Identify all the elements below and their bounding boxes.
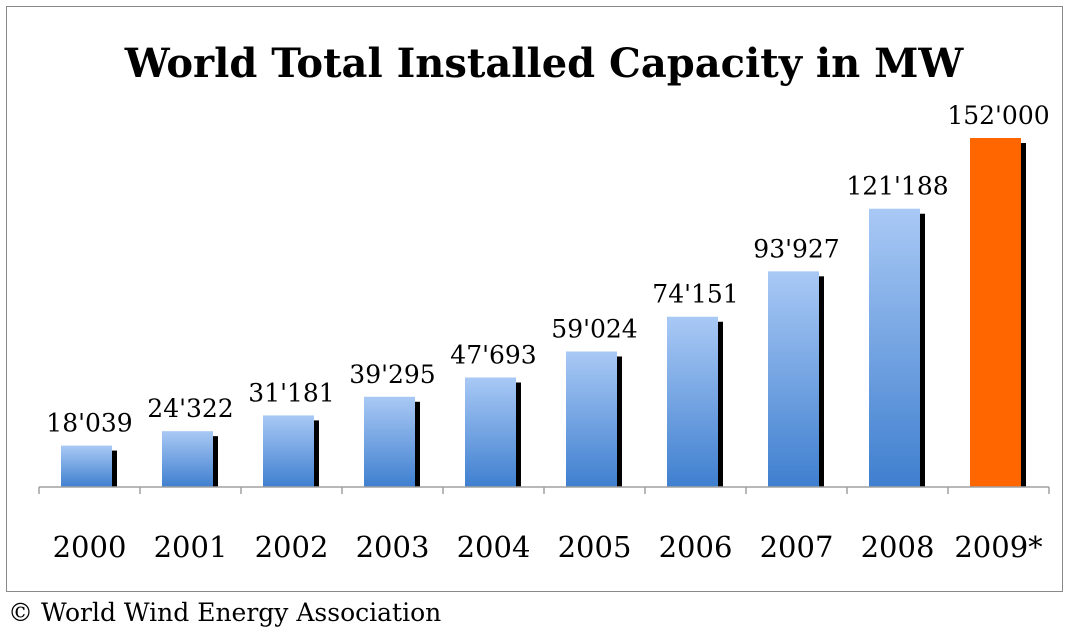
bar-2002 (263, 415, 314, 487)
x-tick-label: 2004 (457, 530, 531, 564)
data-label: 39'295 (349, 360, 435, 389)
data-label: 121'188 (846, 172, 948, 201)
x-tick-label: 2001 (154, 530, 228, 564)
bar-2000 (61, 445, 112, 487)
x-tick-label: 2005 (558, 530, 632, 564)
x-tick-label: 2006 (659, 530, 733, 564)
bar-2008 (869, 208, 920, 487)
x-tick-label: 2003 (356, 530, 430, 564)
x-tick-label: 2000 (53, 530, 127, 564)
bar-2003 (364, 396, 415, 487)
chart-title: World Total Installed Capacity in MW (124, 40, 965, 87)
data-label: 18'039 (46, 409, 132, 438)
bar-chart: World Total Installed Capacity in MW 18'… (38, 40, 1050, 564)
bar-2001 (162, 431, 213, 487)
bar-2006 (667, 316, 718, 487)
bar-2007 (768, 271, 819, 487)
bar-2005 (566, 351, 617, 487)
bar-2004 (465, 377, 516, 487)
x-tick-label: 2009* (954, 530, 1043, 564)
data-label: 93'927 (753, 234, 839, 263)
data-label: 24'322 (147, 394, 233, 423)
chart-frame: World Total Installed Capacity in MW 18'… (6, 6, 1063, 592)
x-tick-label: 2002 (255, 530, 329, 564)
data-label: 47'693 (450, 340, 536, 369)
data-label: 31'181 (248, 378, 334, 407)
x-tick-label: 2008 (861, 530, 935, 564)
x-tick-label: 2007 (760, 530, 834, 564)
data-label: 74'151 (652, 280, 738, 309)
data-label: 152'000 (947, 101, 1049, 130)
bar-2009 (970, 138, 1021, 487)
copyright-text: © World Wind Energy Association (8, 598, 442, 627)
data-label: 59'024 (551, 314, 637, 343)
